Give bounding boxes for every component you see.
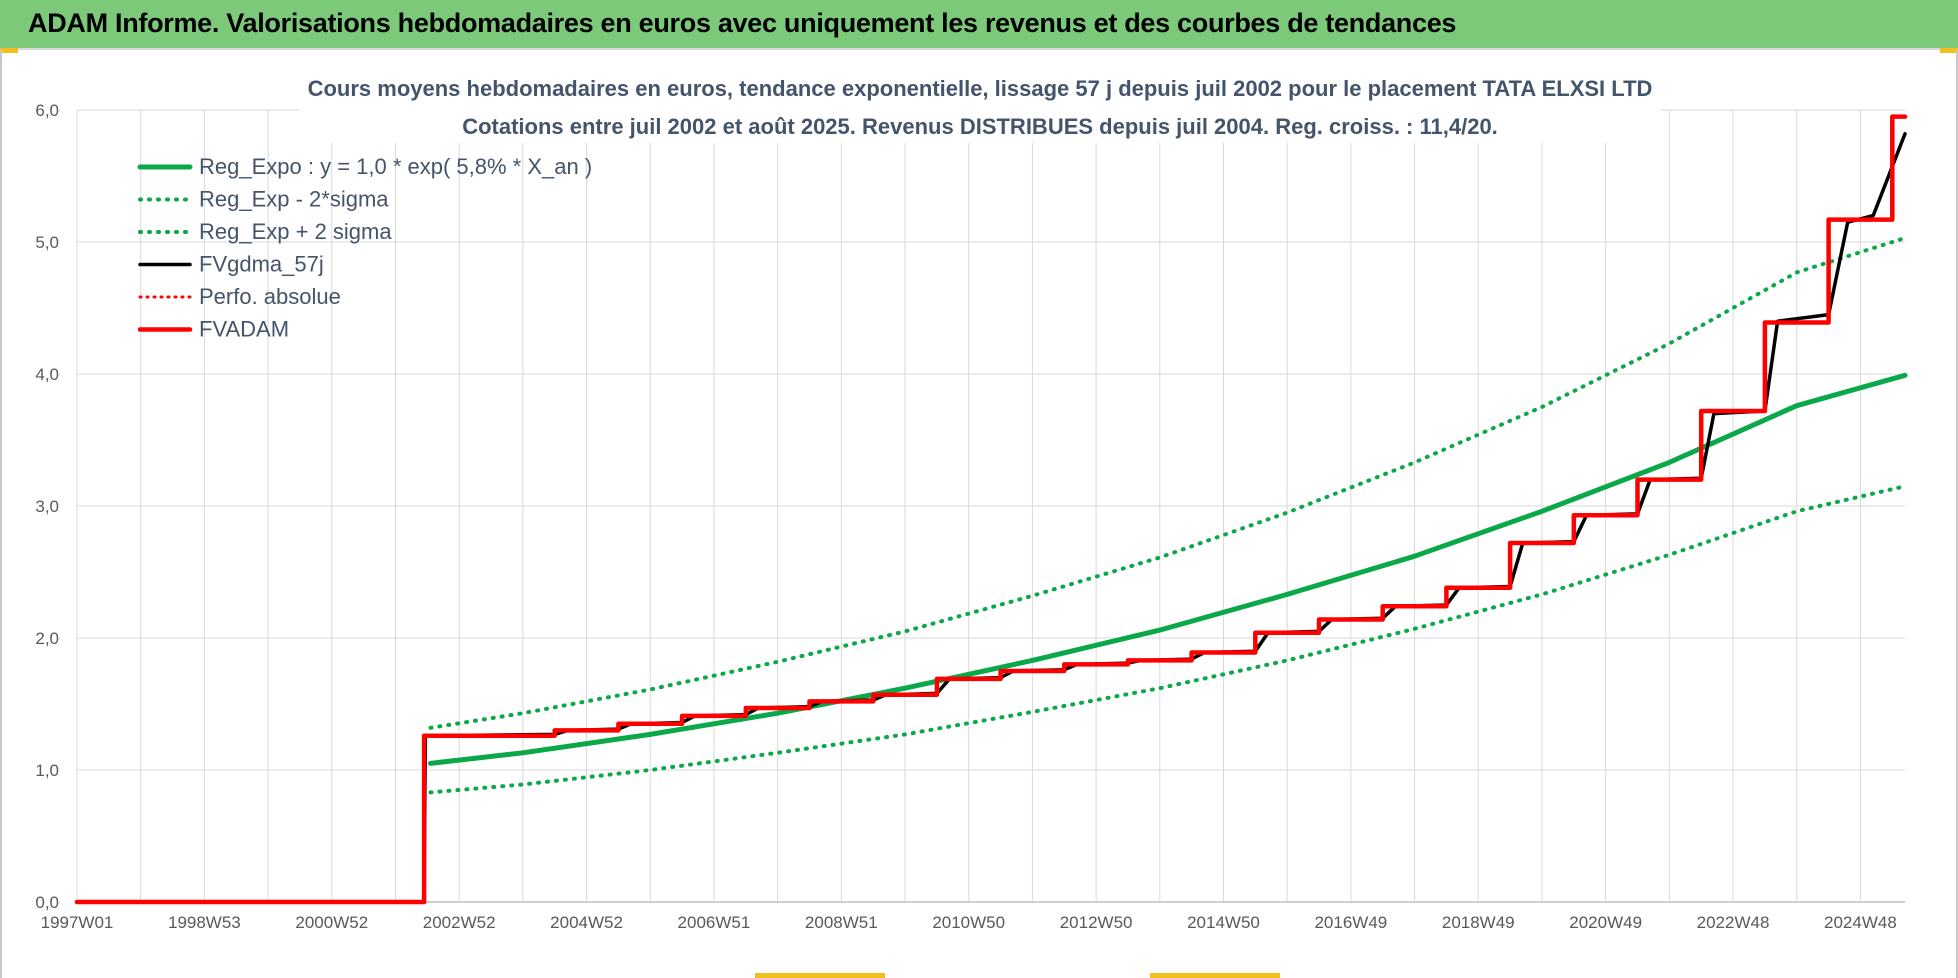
legend-label: FVgdma_57j — [199, 252, 324, 277]
x-tick-label: 2018W49 — [1442, 913, 1515, 932]
x-tick-label: 2006W51 — [678, 913, 751, 932]
corner-accent-left — [0, 48, 18, 53]
legend-label: Reg_Exp + 2 sigma — [199, 219, 392, 244]
x-tick-label: 2016W49 — [1314, 913, 1387, 932]
legend-label: Reg_Expo : y = 1,0 * exp( 5,8% * X_an ) — [199, 154, 592, 179]
bottom-accent-2 — [1150, 973, 1280, 978]
series-line-6 — [74, 114, 1908, 905]
x-tick-label: 2004W52 — [550, 913, 623, 932]
x-tick-label: 2022W48 — [1697, 913, 1770, 932]
legend-label: FVADAM — [199, 317, 289, 342]
chart-frame: Cours moyens hebdomadaires en euros, ten… — [0, 50, 1958, 978]
series-line-4 — [75, 132, 1907, 904]
report-title: ADAM Informe. Valorisations hebdomadaire… — [28, 8, 1457, 38]
x-tick-label: 2000W52 — [295, 913, 368, 932]
y-tick-label: 6,0 — [35, 101, 59, 120]
y-tick-label: 4,0 — [35, 365, 59, 384]
legend-label: Perfo. absolue — [199, 284, 341, 309]
x-tick-label: 2020W49 — [1569, 913, 1642, 932]
x-tick-label: 2008W51 — [805, 913, 878, 932]
grid-lines — [76, 109, 1905, 903]
x-tick-label: 2012W50 — [1060, 913, 1133, 932]
line-chart: Cours moyens hebdomadaires en euros, ten… — [35, 72, 1908, 932]
chart-title: Cours moyens hebdomadaires en euros, ten… — [308, 76, 1653, 101]
corner-accent-right — [1940, 48, 1958, 53]
x-tick-label: 1998W53 — [168, 913, 241, 932]
title-background — [299, 72, 1661, 143]
series-line-1 — [428, 372, 1908, 766]
y-axis-tick-labels: 0,0 1,0 2,0 3,0 4,0 5,0 6,0 — [35, 101, 59, 912]
series-line-2 — [428, 484, 1907, 795]
x-tick-label: 2002W52 — [423, 913, 496, 932]
legend: Reg_Expo : y = 1,0 * exp( 5,8% * X_an ) R… — [137, 154, 592, 342]
y-tick-label: 5,0 — [35, 233, 59, 252]
series-line-3 — [428, 236, 1907, 730]
x-tick-label: 2024W48 — [1824, 913, 1897, 932]
x-tick-label: 1997W01 — [41, 913, 114, 932]
x-tick-label: 2010W50 — [932, 913, 1005, 932]
y-tick-label: 3,0 — [35, 497, 59, 516]
legend-label: Reg_Exp - 2*sigma — [199, 187, 389, 212]
x-tick-label: 2014W50 — [1187, 913, 1260, 932]
chart-subtitle: Cotations entre juil 2002 et août 2025. … — [462, 114, 1498, 139]
y-tick-label: 1,0 — [35, 761, 59, 780]
y-tick-label: 0,0 — [35, 893, 59, 912]
series-lines — [74, 114, 1908, 905]
chart-title-group: Cours moyens hebdomadaires en euros, ten… — [299, 72, 1661, 143]
x-axis-tick-labels: 1997W01 1998W53 2000W52 2002W52 2004W52 2006W… — [41, 913, 1897, 932]
bottom-accent-1 — [755, 973, 885, 978]
report-banner: ADAM Informe. Valorisations hebdomadaire… — [0, 0, 1958, 50]
y-tick-label: 2,0 — [35, 629, 59, 648]
